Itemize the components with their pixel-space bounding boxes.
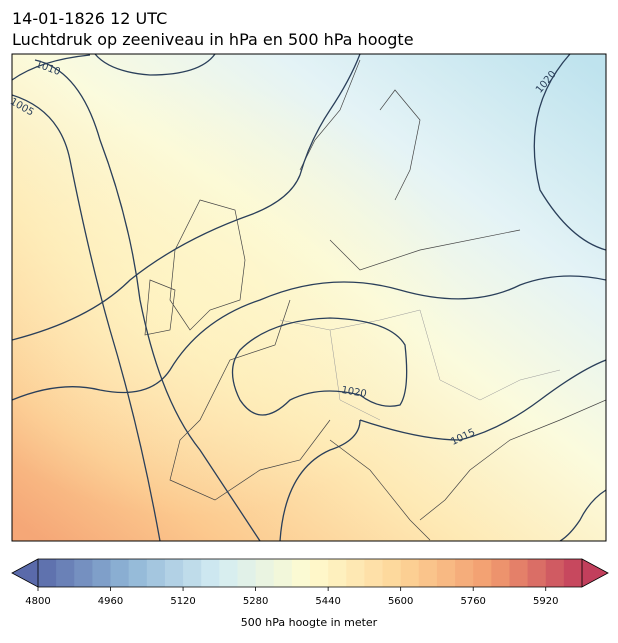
colorbar-segment <box>418 559 438 587</box>
contour-label: 1020 <box>340 385 367 400</box>
colorbar-segment <box>183 559 202 587</box>
colorbar-label: 500 hPa hoogte in meter <box>241 616 378 629</box>
colorbar-frame <box>38 558 582 588</box>
colorbar-segment <box>110 559 130 587</box>
colorbar-tick-label: 4800 <box>25 596 50 607</box>
map-area <box>12 54 606 541</box>
colorbar-segment <box>38 559 57 587</box>
colorbar-segment <box>473 559 492 587</box>
colorbar-segment <box>255 559 275 587</box>
colorbar-tick-label: 5920 <box>533 596 558 607</box>
colorbar-extend-low <box>11 558 39 588</box>
colorbar-segment <box>509 559 529 587</box>
colorbar-segment <box>310 559 329 587</box>
colorbar-segment <box>128 559 148 587</box>
colorbar-segment <box>201 559 220 587</box>
colorbar-tick-label: 5280 <box>243 596 268 607</box>
colorbar-segment <box>491 559 510 587</box>
colorbar-segment <box>74 559 93 587</box>
colorbar-segment <box>455 559 474 587</box>
colorbar-segment <box>92 559 112 587</box>
colorbar-extend-high <box>581 558 609 588</box>
subtitle: Luchtdruk op zeeniveau in hPa en 500 hPa… <box>12 30 414 49</box>
colorbar-segment <box>56 559 75 587</box>
title: 14-01-1826 12 UTC <box>12 9 167 28</box>
colorbar-segment <box>382 559 402 587</box>
colorbar-segment <box>364 559 384 587</box>
colorbar-segment <box>346 559 365 587</box>
colorbar-segment <box>146 559 166 587</box>
map-frame <box>11 53 607 542</box>
colorbar-segment <box>545 559 565 587</box>
colorbar-segment <box>237 559 257 587</box>
colorbar-tick-label: 5760 <box>460 596 485 607</box>
colorbar-segment <box>219 559 238 587</box>
colorbar-segment <box>328 559 347 587</box>
colorbar-segment <box>164 559 184 587</box>
colorbar-tick-label: 5600 <box>388 596 413 607</box>
colorbar-tick-label: 5440 <box>315 596 340 607</box>
colorbar-segment <box>273 559 293 587</box>
colorbar-segment <box>291 559 311 587</box>
colorbar-segment <box>436 559 456 587</box>
colorbar-segment <box>527 559 547 587</box>
colorbar-tick-label: 4960 <box>98 596 123 607</box>
colorbar-segment <box>400 559 420 587</box>
colorbar-segment <box>563 559 583 587</box>
colorbar-tick-label: 5120 <box>170 596 195 607</box>
